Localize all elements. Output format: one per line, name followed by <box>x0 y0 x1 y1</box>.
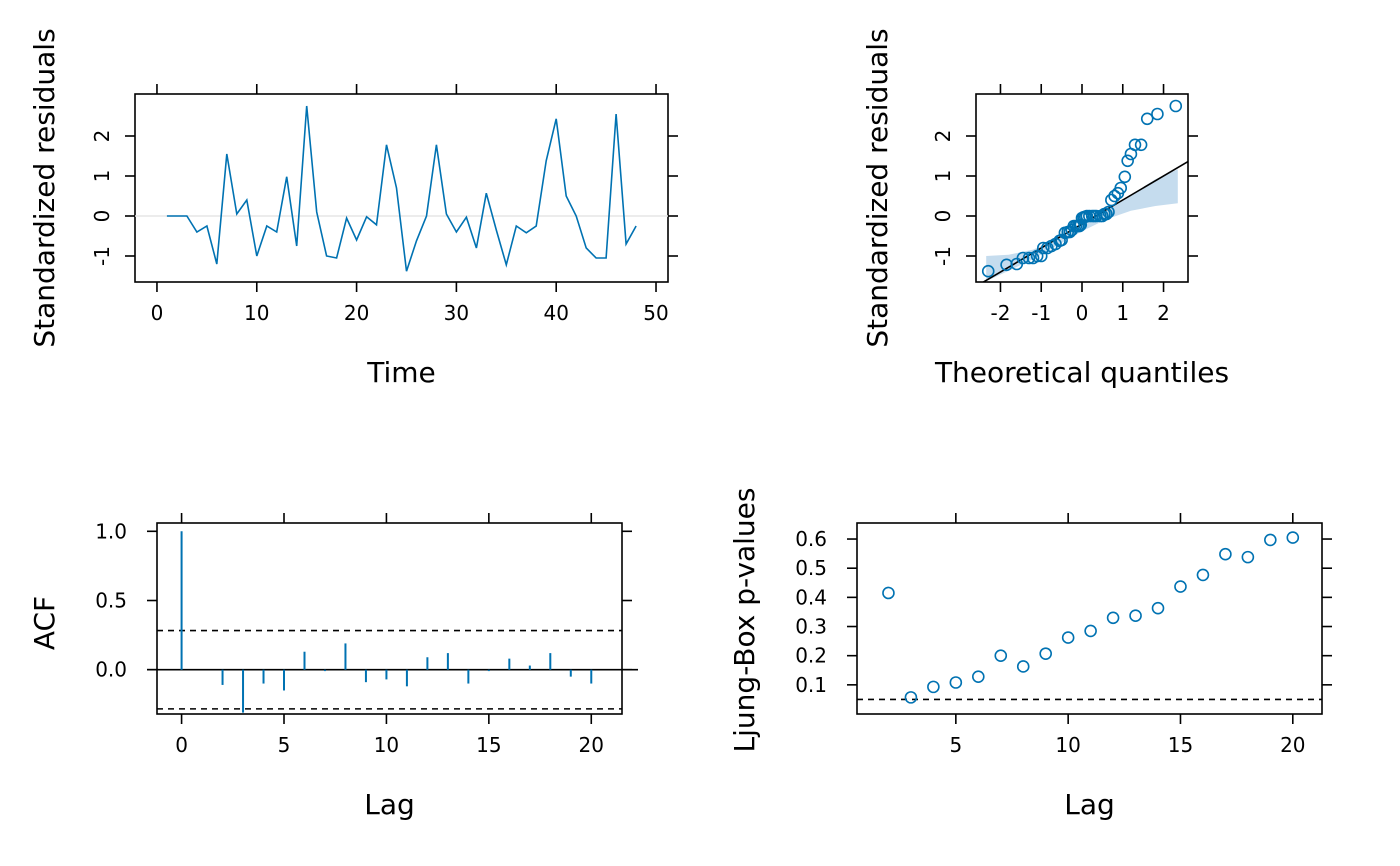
y-axis-title: Ljung-Box p-values <box>728 488 761 753</box>
x-tick-label: 0 <box>1076 301 1089 325</box>
x-tick-label: 20 <box>1280 733 1305 757</box>
qq-panel: -2 -1 0 1 2 -1 0 1 2 Theoretical quantiles Standar… <box>861 28 1229 389</box>
qq-point <box>1055 233 1068 247</box>
x-tick-label: 10 <box>1055 733 1080 757</box>
qq-point <box>1105 193 1118 207</box>
y-tick-label: 1.0 <box>95 519 127 543</box>
x-tick-label: 10 <box>374 733 399 757</box>
p-value-point <box>927 680 940 694</box>
y-tick-label: 0.2 <box>795 644 827 668</box>
y-tick-label: 0.1 <box>795 673 827 697</box>
p-value-point <box>904 691 918 704</box>
x-tick-label: 10 <box>244 301 269 325</box>
x-axis-title: Time <box>366 356 436 389</box>
qq-point <box>1121 154 1134 168</box>
qq-point <box>1034 249 1048 263</box>
qq-point <box>1151 107 1164 121</box>
qq-point <box>1022 251 1036 265</box>
ljung-box-panel: 5 10 15 20 0.1 0.2 0.3 0.4 0.5 0.6 Lag Ljung-Box p-… <box>728 488 1332 821</box>
x-tick-label: 20 <box>579 733 604 757</box>
qq-point <box>1118 170 1132 184</box>
plot-frame <box>156 522 623 715</box>
qq-point <box>1128 138 1142 152</box>
p-value-point <box>994 649 1008 662</box>
y-tick-label: 0 <box>931 210 955 223</box>
x-tick-label: 50 <box>643 301 668 325</box>
y-tick-label: -1 <box>90 246 114 266</box>
y-tick-label: 2 <box>90 130 114 143</box>
x-tick-label: 40 <box>543 301 568 325</box>
x-tick-label: 5 <box>278 733 291 757</box>
x-tick-label: 5 <box>949 733 962 757</box>
p-value-point <box>1129 609 1142 623</box>
p-value-point <box>1174 580 1187 593</box>
y-tick-label: -1 <box>931 246 955 266</box>
y-tick-label: 0.5 <box>795 556 827 580</box>
y-tick-label: 0.6 <box>795 527 827 551</box>
qq-point <box>1030 249 1044 263</box>
p-value-point <box>1151 601 1165 615</box>
y-axis-title: ACF <box>28 596 61 650</box>
qq-point <box>1100 207 1113 221</box>
plot-frame <box>134 93 669 283</box>
residual-series-line <box>166 105 637 272</box>
x-tick-label: 0 <box>151 301 164 325</box>
qq-point <box>1114 181 1128 195</box>
qq-point <box>1102 205 1115 219</box>
x-axis-title: Lag <box>364 788 415 821</box>
y-tick-label: 0.4 <box>795 585 827 609</box>
acf-panel: 0 5 10 15 20 0.0 0.5 1.0 Lag ACF <box>28 513 638 821</box>
qq-point <box>1140 112 1154 126</box>
p-value-point <box>1241 550 1255 564</box>
x-tick-label: 30 <box>444 301 469 325</box>
x-tick-label: 1 <box>1116 301 1129 325</box>
x-tick-label: -1 <box>1031 301 1051 325</box>
y-axis-title: Standardized residuals <box>28 28 61 347</box>
p-value-point <box>1219 547 1232 561</box>
qq-point <box>1169 99 1183 113</box>
qq-point <box>1036 241 1050 255</box>
y-tick-label: 0.3 <box>795 615 827 639</box>
qq-point <box>1016 251 1030 265</box>
x-tick-label: 2 <box>1157 301 1170 325</box>
p-value-point <box>1039 647 1052 660</box>
x-tick-label: 15 <box>1168 733 1193 757</box>
qq-plot-area <box>981 99 1188 282</box>
x-tick-label: 0 <box>175 733 188 757</box>
p-value-point <box>1016 660 1030 673</box>
p-value-point <box>882 586 895 600</box>
y-tick-label: 2 <box>931 130 955 143</box>
p-value-point <box>1286 531 1300 544</box>
y-tick-label: 1 <box>90 170 114 183</box>
y-axis-title: Standardized residuals <box>861 28 894 347</box>
x-axis-title: Lag <box>1064 788 1115 821</box>
x-tick-label: 20 <box>344 301 369 325</box>
plot-frame <box>856 522 1323 715</box>
p-value-point <box>972 670 985 683</box>
p-value-point <box>1264 533 1277 547</box>
qq-point <box>1134 138 1148 152</box>
y-tick-label: 0.5 <box>95 589 127 613</box>
x-axis-title: Theoretical quantiles <box>934 356 1229 389</box>
x-tick-label: 15 <box>476 733 501 757</box>
p-value-point <box>1084 624 1097 638</box>
residuals-panel: 0 10 20 30 40 50 -1 0 1 2 Time Standardized residua… <box>28 28 678 389</box>
p-value-point <box>1196 568 1210 582</box>
y-tick-label: 1 <box>931 170 955 183</box>
x-tick-label: -2 <box>990 301 1010 325</box>
plot-frame <box>975 93 1189 283</box>
qq-point <box>1108 189 1121 203</box>
p-value-point <box>949 676 963 689</box>
p-value-point <box>1106 611 1120 625</box>
qq-point <box>981 264 995 278</box>
y-tick-label: 0.0 <box>95 658 127 682</box>
p-value-point <box>1061 631 1075 644</box>
y-tick-label: 0 <box>90 210 114 223</box>
